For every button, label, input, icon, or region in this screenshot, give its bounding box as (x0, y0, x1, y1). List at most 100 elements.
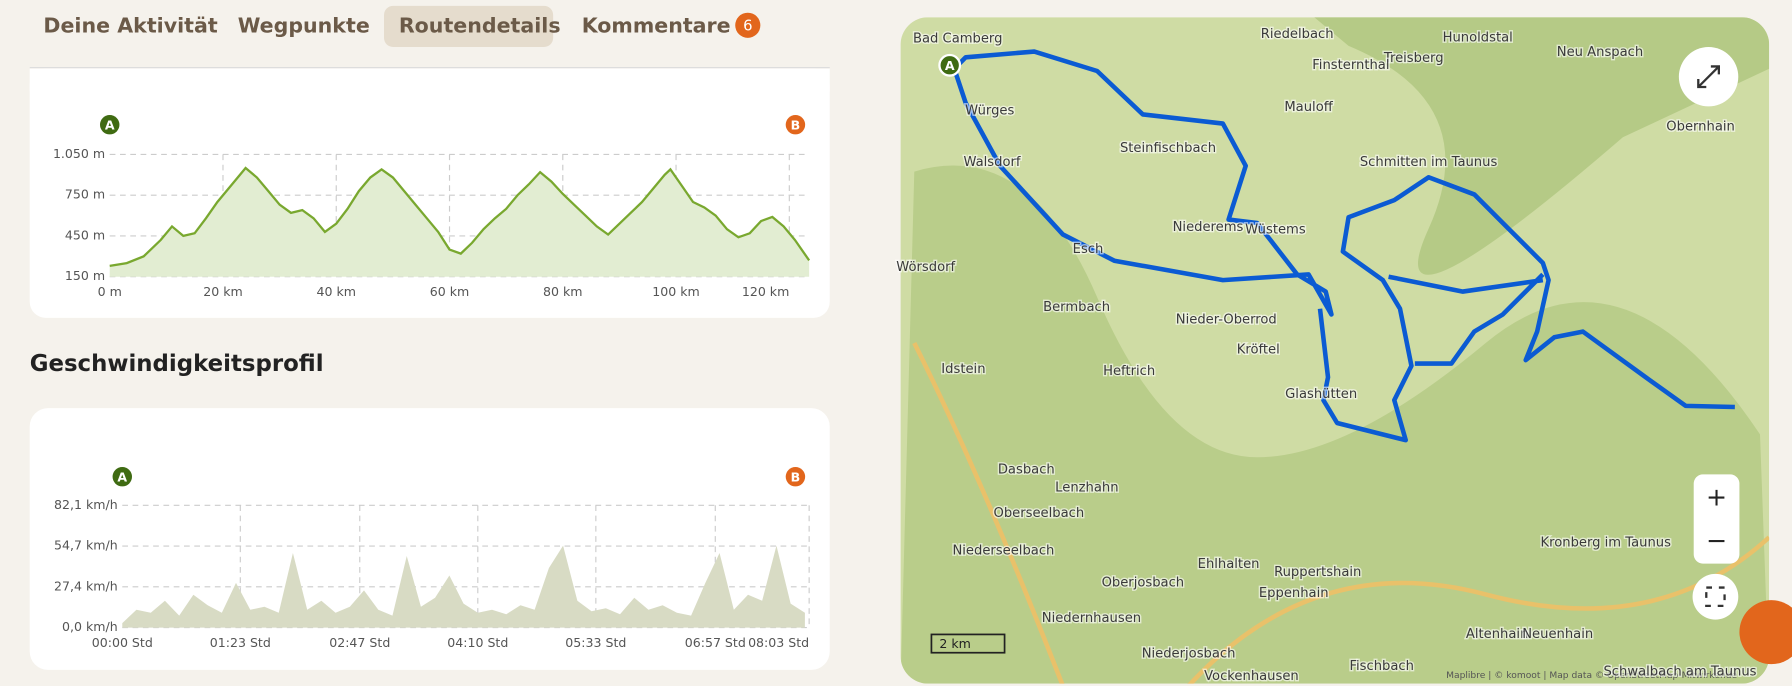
road (912, 341, 1065, 684)
map-place-label: Niederseelbach (952, 544, 1054, 559)
map-place-label: Bad Camberg (913, 31, 1002, 46)
map-place-label: Heftrich (1103, 364, 1155, 379)
tab[interactable]: Deine Aktivität (43, 13, 217, 37)
map-place-label: Obernhain (1666, 120, 1735, 135)
map-place-label: Kronberg im Taunus (1541, 536, 1672, 551)
y-tick-label: 82,1 km/h (54, 497, 118, 512)
y-tick-label: 750 m (65, 187, 105, 202)
x-tick-label: 100 km (652, 284, 699, 299)
map-start-label: A (945, 58, 955, 73)
locate-button[interactable] (1692, 573, 1739, 620)
action-button[interactable] (1739, 600, 1792, 665)
forest (900, 165, 1770, 684)
y-tick-label: 450 m (65, 227, 105, 242)
speed-card (29, 408, 830, 670)
elevation-card-top (29, 68, 830, 92)
active-tab-bg (384, 5, 554, 47)
start-marker (112, 467, 132, 487)
area (122, 545, 805, 628)
x-tick-label: 120 km (742, 284, 789, 299)
map-place-label: Ruppertshain (1274, 565, 1361, 580)
y-tick-label: 150 m (65, 268, 105, 283)
map-place-label: Steinfischbach (1120, 141, 1216, 156)
y-tick-label: 1.050 m (53, 146, 105, 161)
badge-count: 6 (743, 16, 752, 34)
map-start-marker (938, 53, 962, 77)
map-place-label: Eppenhain (1259, 586, 1329, 601)
map-place-label: Vockenhausen (1204, 669, 1299, 684)
x-tick-label: 01:23 Std (210, 635, 271, 650)
map-place-label: Finsternthal (1312, 58, 1389, 73)
map-place-label: Glashütten (1285, 387, 1357, 402)
zoom-out[interactable]: − (1706, 526, 1727, 555)
scale-label: 2 km (939, 636, 971, 651)
map-place-label: Esch (1073, 242, 1104, 257)
x-tick-label: 60 km (430, 284, 470, 299)
map-place-label: Bermbach (1043, 300, 1110, 315)
map-place-label: Würges (965, 104, 1014, 119)
map-place-label: Walsdorf (963, 155, 1020, 170)
map-place-label: Idstein (941, 362, 985, 377)
map-place-label: Riedelbach (1261, 27, 1334, 42)
x-tick-label: 00:00 Std (92, 635, 153, 650)
map-place-label: Oberseelbach (994, 506, 1085, 521)
x-tick-label: 40 km (316, 284, 356, 299)
map-place-label: Neuenhain (1522, 627, 1593, 642)
tab[interactable]: Wegpunkte (238, 13, 370, 37)
map-place-label: Oberjosbach (1102, 576, 1185, 591)
y-tick-label: 54,7 km/h (54, 538, 118, 553)
end-marker (785, 467, 806, 487)
scale-bar (930, 633, 1006, 654)
x-tick-label: 80 km (543, 284, 583, 299)
map-place-label: Fischbach (1349, 659, 1414, 674)
map-place-label: Ehlhalten (1198, 557, 1260, 572)
map-place-label: Niederems (1173, 220, 1244, 235)
x-tick-label: 08:03 Std (748, 635, 809, 650)
zoom-in[interactable]: + (1706, 482, 1727, 511)
map-place-label: Schwalbach am Taunus (1603, 665, 1756, 680)
route (952, 49, 1735, 443)
map-place-label: Treisberg (1383, 51, 1444, 66)
fullscreen-icon (1697, 65, 1720, 89)
start-marker-label: A (117, 469, 127, 484)
end-marker-label: B (791, 469, 801, 484)
y-tick-label: 27,4 km/h (54, 578, 118, 593)
attribution: Maplibre | © komoot | Map data © OpenStr… (1446, 671, 1737, 681)
x-tick-label: 06:57 Std (685, 635, 746, 650)
x-tick-label: 04:10 Std (447, 635, 508, 650)
road (1186, 535, 1770, 684)
x-tick-label: 20 km (203, 284, 243, 299)
forest (1314, 17, 1770, 275)
map-place-label: Niedernhausen (1042, 611, 1141, 626)
map-place-label: Kröftel (1237, 342, 1280, 357)
elevation-card (29, 68, 830, 318)
map (900, 17, 1770, 684)
map-place-label: Altenhain (1466, 627, 1529, 642)
tab[interactable]: Kommentare (582, 13, 731, 37)
zoom-controls (1693, 474, 1740, 564)
map-place-label: Niederjosbach (1142, 646, 1236, 661)
x-tick-label: 0 m (98, 284, 122, 299)
start-marker-label: A (105, 117, 115, 132)
end-marker (785, 115, 806, 135)
map-place-label: Wüstems (1245, 222, 1306, 237)
map-place-label: Wörsdorf (896, 260, 955, 275)
start-marker (100, 115, 120, 135)
map-place-label: Neu Anspach (1557, 45, 1643, 60)
map-place-label: Hunoldstal (1443, 30, 1513, 45)
badge (735, 12, 761, 38)
area (109, 168, 810, 277)
map-place-label: Lenzhahn (1055, 481, 1118, 496)
end-marker-label: B (791, 117, 801, 132)
map-place-label: Schmitten im Taunus (1360, 155, 1498, 170)
map-place-label: Mauloff (1284, 100, 1333, 115)
line (109, 166, 811, 267)
x-tick-label: 05:33 Std (565, 635, 626, 650)
map-place-label: Dasbach (998, 462, 1055, 477)
locate-icon (1705, 586, 1726, 607)
section-title: Geschwindigkeitsprofil (30, 351, 324, 377)
tab[interactable]: Routendetails (399, 13, 561, 37)
y-tick-label: 0,0 km/h (62, 619, 118, 634)
